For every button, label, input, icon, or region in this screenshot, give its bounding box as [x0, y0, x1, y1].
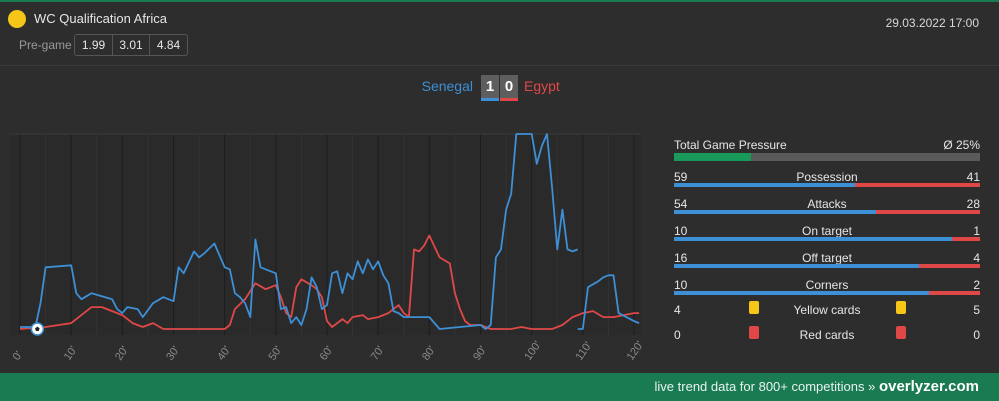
stat-bar-home-fill [674, 210, 876, 214]
stat-name: On target [801, 224, 853, 238]
senegal-pressure-line-segment [577, 274, 640, 330]
plot-area [10, 134, 642, 335]
yellow-cards-row: 4 Yellow cards 5 [674, 296, 980, 321]
stat-away-value: 28 [966, 197, 980, 211]
chart-x-ticks: 0' 10' 20' 30' 40' 50' 60' 70' 80' 90' 100' 110' 120… [11, 339, 647, 363]
x-tick-label: 20' [113, 344, 131, 363]
stat-bar-home-fill [674, 183, 855, 187]
yellow-cards-label: Yellow cards [793, 303, 861, 317]
odds-home[interactable]: 1.99 [75, 35, 113, 55]
stat-row: 16 Off target 4 [674, 242, 980, 269]
chart-series [19, 133, 640, 330]
red-cards-away: 0 [973, 328, 980, 342]
x-tick-label: 110' [573, 340, 594, 363]
odds-draw[interactable]: 3.01 [113, 35, 150, 55]
stat-bar-home-fill [674, 237, 953, 241]
footer-tagline: live trend data for 800+ competitions » [654, 379, 876, 394]
match-datetime: 29.03.2022 17:00 [885, 16, 979, 30]
x-tick-label: 120' [625, 339, 647, 363]
stat-bar [674, 237, 980, 241]
pressure-bar-fill [674, 153, 751, 161]
chart-grid [10, 133, 642, 335]
stat-home-value: 59 [674, 170, 688, 184]
stat-row: 10 Corners 2 [674, 269, 980, 296]
stat-home-value: 10 [674, 224, 688, 238]
x-tick-label: 100' [522, 339, 544, 363]
x-tick-label: 50' [266, 344, 284, 363]
chart-events [30, 322, 45, 336]
home-team-name[interactable]: Senegal [421, 78, 473, 94]
stat-name: Possession [796, 170, 858, 184]
odds-away[interactable]: 4.84 [156, 38, 181, 52]
x-tick-label: 90' [471, 344, 489, 363]
stat-away-value: 4 [973, 251, 980, 265]
stat-bar-home-fill [674, 291, 929, 295]
soccer-ball-icon [30, 322, 45, 336]
away-team-name[interactable]: Egypt [524, 78, 560, 94]
yellow-cards-home: 4 [674, 303, 681, 317]
red-cards-label: Red cards [799, 328, 855, 342]
stat-bar [674, 183, 980, 187]
red-cards-row: 0 Red cards 0 [674, 321, 980, 346]
league-icon [8, 10, 26, 28]
x-tick-label: 70' [369, 344, 387, 363]
x-tick-label: 30' [164, 344, 182, 363]
stat-row: 54 Attacks 28 [674, 188, 980, 215]
yellow-card-icon [896, 301, 906, 314]
scoreline: Senegal 1 0 Egypt [0, 75, 999, 101]
pressure-bar [674, 153, 980, 161]
pressure-value: Ø 25% [943, 138, 980, 152]
red-cards-home: 0 [674, 328, 681, 342]
pressure-trend-chart: 0' 10' 20' 30' 40' 50' 60' 70' 80' 90' 100' 110' 120… [10, 133, 647, 363]
x-tick-label: 80' [420, 344, 438, 363]
yellow-cards-away: 5 [973, 303, 980, 317]
stat-bar [674, 264, 980, 268]
stat-away-value: 1 [973, 224, 980, 238]
pressure-row: Total Game Pressure Ø 25% [674, 137, 980, 153]
stat-name: Corners [805, 278, 849, 292]
away-score: 0 [500, 75, 518, 101]
footer-text[interactable]: live trend data for 800+ competitions » … [655, 378, 979, 395]
stat-row: 59 Possession 41 [674, 161, 980, 188]
brand-link[interactable]: overlyzer.com [878, 378, 979, 395]
footer-banner[interactable]: live trend data for 800+ competitions » … [0, 373, 999, 401]
match-stats: Total Game Pressure Ø 25% 59 Possession 41… [674, 137, 980, 346]
egypt-pressure-line [19, 234, 640, 330]
stat-row: 10 On target 1 [674, 215, 980, 242]
yellow-card-icon [749, 301, 759, 314]
stat-home-value: 10 [674, 278, 688, 292]
x-tick-label: 60' [318, 344, 336, 363]
stat-home-value: 54 [674, 197, 688, 211]
red-card-icon [749, 326, 759, 339]
red-card-icon [896, 326, 906, 339]
stat-away-value: 2 [973, 278, 980, 292]
match-header: WC Qualification Africa 29.03.2022 17:00… [0, 2, 999, 66]
stat-bar-home-fill [674, 264, 919, 268]
league-name[interactable]: WC Qualification Africa [34, 11, 167, 26]
x-tick-label: 40' [215, 344, 233, 363]
stat-home-value: 16 [674, 251, 688, 265]
pressure-label: Total Game Pressure [674, 138, 787, 152]
x-tick-label: 0' [11, 349, 26, 363]
stat-away-value: 41 [966, 170, 980, 184]
home-score: 1 [481, 75, 499, 101]
x-tick-label: 10' [62, 344, 80, 363]
pregame-odds: 1.99 3.01 4.84 [74, 34, 188, 56]
senegal-pressure-line [20, 133, 579, 330]
stat-bar [674, 291, 980, 295]
stat-name: Off target [802, 251, 852, 265]
pregame-label: Pre-game [19, 38, 72, 52]
stat-name: Attacks [807, 197, 847, 211]
top-accent-line [0, 0, 999, 2]
stat-bar [674, 210, 980, 214]
